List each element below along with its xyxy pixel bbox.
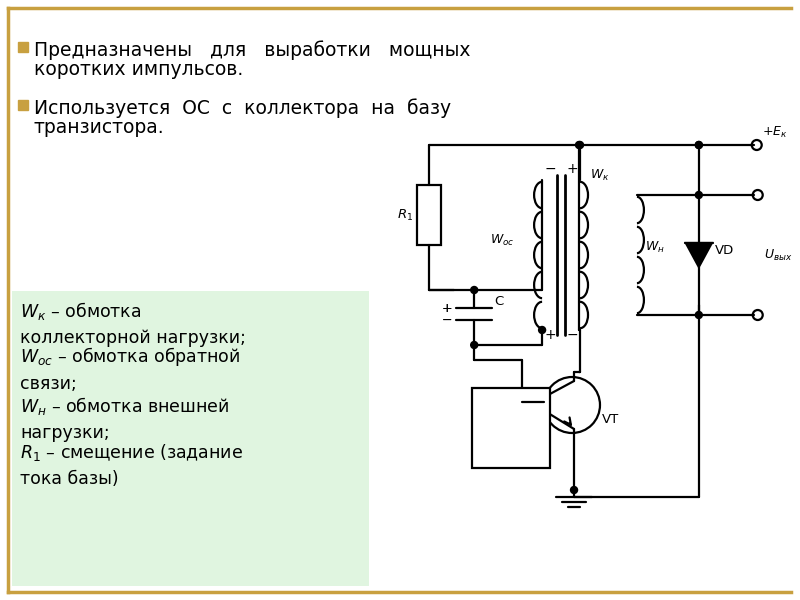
Text: $W_н$ – обмотка внешней
нагрузки;: $W_н$ – обмотка внешней нагрузки; — [20, 395, 229, 442]
Text: +: + — [442, 301, 452, 314]
Text: $R_1$ – смещение (задание
тока базы): $R_1$ – смещение (задание тока базы) — [20, 442, 243, 488]
Text: VD: VD — [715, 244, 734, 257]
Text: $R_1$: $R_1$ — [397, 208, 414, 223]
Text: −: − — [544, 162, 556, 176]
Bar — [18, 42, 28, 52]
Text: −: − — [442, 313, 452, 326]
Text: C: C — [494, 295, 503, 308]
Text: $W_{ос}$: $W_{ос}$ — [490, 232, 514, 248]
Bar — [472, 388, 550, 468]
Text: Предназначены   для   выработки   мощных: Предназначены для выработки мощных — [34, 40, 470, 59]
FancyBboxPatch shape — [12, 291, 370, 586]
Circle shape — [695, 142, 702, 148]
Circle shape — [695, 311, 702, 319]
Text: Используется  ОС  с  коллектора  на  базу: Используется ОС с коллектора на базу — [34, 98, 451, 118]
Text: $W_н$: $W_н$ — [645, 239, 665, 254]
Circle shape — [575, 142, 582, 148]
Text: $W_{ос}$ – обмотка обратной
связи;: $W_{ос}$ – обмотка обратной связи; — [20, 345, 240, 393]
Polygon shape — [686, 243, 712, 267]
Text: +: + — [442, 301, 452, 314]
Circle shape — [695, 142, 702, 148]
Text: коротких импульсов.: коротких импульсов. — [34, 60, 243, 79]
Bar — [418, 185, 442, 245]
Bar — [18, 100, 28, 110]
Text: $W_к$ – обмотка
коллекторной нагрузки;: $W_к$ – обмотка коллекторной нагрузки; — [20, 300, 246, 347]
Text: +: + — [566, 162, 578, 176]
Circle shape — [577, 142, 583, 148]
Circle shape — [570, 487, 578, 493]
Text: VT: VT — [602, 413, 619, 426]
Text: +: + — [544, 328, 556, 342]
Text: −: − — [566, 328, 578, 342]
Text: $U_{вых}$: $U_{вых}$ — [764, 247, 792, 263]
Circle shape — [695, 191, 702, 199]
Circle shape — [538, 326, 546, 334]
Text: $+E_к$: $+E_к$ — [762, 125, 787, 140]
Circle shape — [470, 286, 478, 293]
Text: транзистора.: транзистора. — [34, 118, 165, 137]
Text: −: − — [442, 313, 452, 326]
Circle shape — [470, 341, 478, 349]
Text: $W_к$: $W_к$ — [590, 168, 610, 183]
